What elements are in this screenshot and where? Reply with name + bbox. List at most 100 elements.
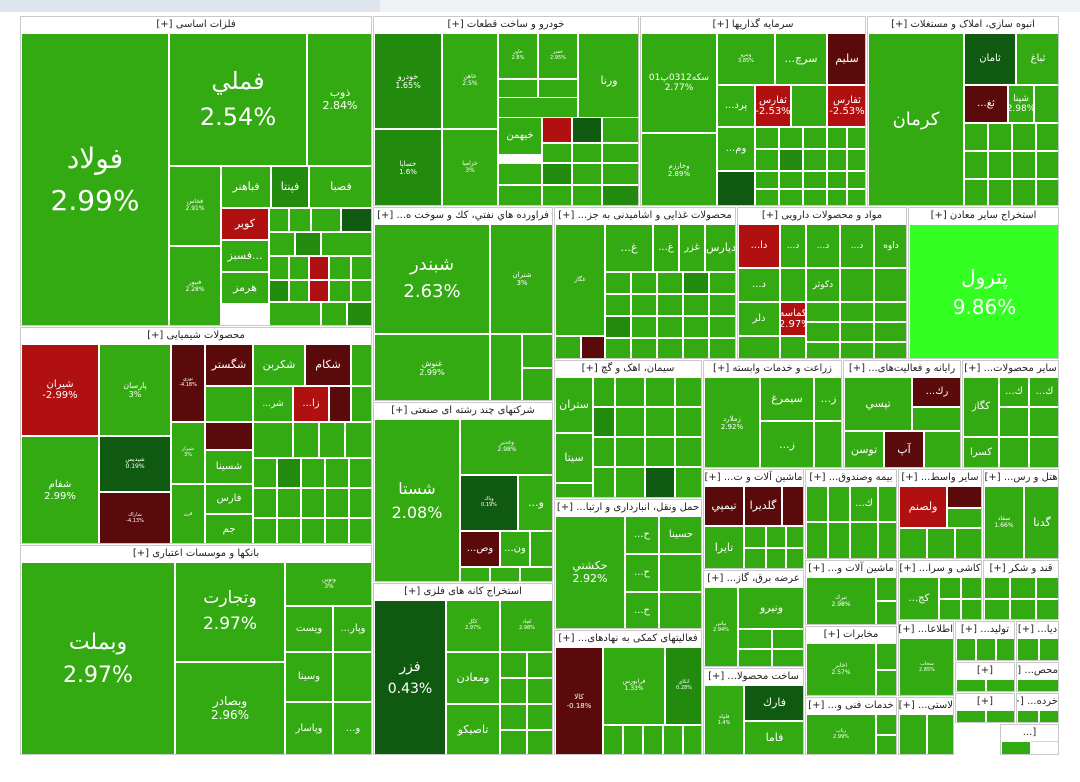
stock-cell[interactable]: ...و — [333, 702, 371, 754]
sector-title[interactable]: حمل ونقل، انبارداری و ارتبا... [+] — [555, 500, 701, 517]
stock-cell[interactable]: وبصادر 2.96% — [175, 662, 285, 754]
stock-cell-unlabeled[interactable] — [269, 256, 289, 280]
sector-chemical[interactable]: محصولات شیمیایی [+] شيران -2.99% شفام 2.99% پ… — [20, 327, 372, 544]
stock-cell-unlabeled[interactable] — [847, 189, 865, 205]
stock-cell[interactable]: ...ك — [999, 377, 1029, 407]
stock-cell-unlabeled[interactable] — [269, 232, 295, 256]
sector-title[interactable]: عرضه برق، گاز... [+] — [704, 571, 803, 588]
stock-cell-unlabeled[interactable] — [520, 567, 552, 581]
sector-title[interactable]: [+] — [956, 694, 1014, 711]
stock-cell-unlabeled[interactable] — [847, 149, 865, 171]
stock-cell[interactable]: فسبز... — [221, 240, 269, 272]
stock-cell[interactable]: توسن — [844, 431, 884, 467]
stock-cell-unlabeled[interactable] — [755, 127, 779, 149]
stock-cell-unlabeled[interactable] — [500, 704, 527, 730]
stock-cell[interactable]: سليم — [827, 33, 865, 85]
stock-cell-unlabeled[interactable] — [311, 208, 341, 232]
stock-cell-unlabeled[interactable] — [527, 704, 552, 730]
stock-cell-unlabeled[interactable] — [827, 127, 847, 149]
stock-cell[interactable]: كگاز — [963, 377, 999, 437]
stock-cell-unlabeled[interactable] — [1039, 710, 1058, 722]
stock-cell-unlabeled[interactable] — [899, 714, 927, 754]
stock-cell-unlabeled[interactable] — [631, 272, 657, 294]
sector-title[interactable]: ماشین آلات و... [+] — [806, 561, 896, 578]
stock-cell-unlabeled[interactable] — [1001, 741, 1031, 754]
stock-cell-unlabeled[interactable] — [333, 652, 371, 702]
stock-cell-unlabeled[interactable] — [876, 735, 896, 754]
sector-production[interactable]: تولید... [+] — [955, 621, 1015, 661]
stock-cell-unlabeled[interactable] — [631, 294, 657, 316]
sector-sm2[interactable]: محص... [+] — [1016, 662, 1059, 692]
stock-cell[interactable]: رتاپ 2.99% — [806, 714, 876, 754]
sector-title[interactable]: محصولات شیمیایی [+] — [21, 328, 371, 345]
stock-cell[interactable]: كسرا — [963, 437, 999, 467]
stock-cell[interactable]: ...ح — [625, 516, 659, 554]
stock-cell[interactable]: فباهنر — [221, 166, 271, 208]
stock-cell[interactable]: ...زا — [293, 386, 329, 422]
sector-info[interactable]: اطلاعا... [+] سخاب 2.85% — [898, 621, 954, 696]
stock-cell[interactable]: بپاس 2.94% — [704, 587, 738, 666]
stock-cell[interactable]: فپنتا — [271, 166, 309, 208]
stock-cell[interactable]: كماسه-2.97% — [780, 302, 806, 336]
stock-cell[interactable]: وبملت 2.97% — [21, 562, 175, 754]
stock-cell-unlabeled[interactable] — [717, 171, 755, 205]
stock-cell-unlabeled[interactable] — [1036, 599, 1058, 619]
stock-cell[interactable]: گلديرا — [744, 486, 782, 526]
stock-cell-unlabeled[interactable] — [766, 526, 786, 548]
sector-machinery[interactable]: ماشین آلات و ت... [+] تيمپي گلديرا تايرا — [703, 469, 804, 569]
stock-cell-unlabeled[interactable] — [631, 338, 657, 358]
stock-cell[interactable]: شگستر — [205, 344, 253, 386]
stock-cell-unlabeled[interactable] — [527, 652, 552, 678]
stock-cell-unlabeled[interactable] — [766, 548, 786, 568]
stock-cell[interactable]: ...ون — [500, 531, 530, 567]
stock-cell-unlabeled[interactable] — [542, 117, 572, 143]
stock-cell-unlabeled[interactable] — [329, 280, 351, 302]
stock-cell[interactable]: خساپا 1.6% — [374, 129, 442, 205]
stock-cell-unlabeled[interactable] — [964, 179, 988, 205]
sector-fintech[interactable]: دیا... [+] — [1016, 621, 1059, 661]
stock-cell-unlabeled[interactable] — [947, 486, 981, 508]
stock-cell[interactable]: شيران -2.99% — [21, 344, 99, 436]
stock-cell-unlabeled[interactable] — [912, 407, 960, 431]
sector-auto[interactable]: خودرو و ساخت قطعات [+] خودرو 1.65% خاهن 2.5%… — [373, 16, 639, 206]
stock-cell[interactable]: خاهن 2.5% — [442, 33, 498, 129]
sector-title[interactable]: انبوه سازی، املاک و مستغلات [+] — [868, 17, 1058, 34]
stock-cell-unlabeled[interactable] — [1036, 577, 1058, 599]
stock-cell-unlabeled[interactable] — [349, 488, 371, 518]
stock-cell-unlabeled[interactable] — [683, 725, 701, 754]
sector-title[interactable]: استخراج سایر معادن [+] — [909, 208, 1058, 225]
stock-cell[interactable]: قرن — [171, 484, 205, 543]
stock-cell-unlabeled[interactable] — [986, 679, 1014, 691]
stock-cell-unlabeled[interactable] — [806, 322, 840, 342]
sector-title[interactable]: محصولات غذایی و اشامیدنی به جز... [+] — [555, 208, 735, 225]
stock-cell-unlabeled[interactable] — [603, 725, 623, 754]
stock-cell-unlabeled[interactable] — [253, 422, 293, 458]
stock-cell[interactable]: ثفارس -2.53% — [827, 85, 865, 127]
stock-cell-unlabeled[interactable] — [572, 117, 602, 143]
stock-cell[interactable]: تپسي — [844, 377, 912, 431]
stock-cell[interactable]: ...ح — [625, 554, 659, 592]
stock-cell-unlabeled[interactable] — [1029, 407, 1058, 437]
sector-title[interactable]: خرده... [+] — [1017, 694, 1058, 711]
stock-cell-unlabeled[interactable] — [500, 730, 527, 754]
stock-cell-unlabeled[interactable] — [659, 592, 701, 628]
stock-cell-unlabeled[interactable] — [827, 171, 847, 189]
stock-cell-unlabeled[interactable] — [345, 422, 371, 458]
stock-cell-unlabeled[interactable] — [709, 338, 735, 358]
stock-cell-unlabeled[interactable] — [840, 302, 874, 322]
stock-cell-unlabeled[interactable] — [351, 280, 371, 302]
stock-cell-unlabeled[interactable] — [498, 163, 542, 185]
stock-cell-unlabeled[interactable] — [803, 189, 827, 205]
stock-cell-unlabeled[interactable] — [755, 171, 779, 189]
stock-cell-unlabeled[interactable] — [675, 407, 701, 437]
stock-cell-unlabeled[interactable] — [964, 151, 988, 179]
stock-cell[interactable]: شبندر 2.63% — [374, 224, 490, 334]
stock-cell-unlabeled[interactable] — [956, 679, 986, 691]
sector-title[interactable]: ساخت محصولا... [+] — [704, 669, 803, 686]
stock-cell-unlabeled[interactable] — [657, 338, 683, 358]
stock-cell-unlabeled[interactable] — [319, 422, 345, 458]
stock-cell[interactable]: ...وم — [717, 127, 755, 171]
stock-cell-unlabeled[interactable] — [876, 577, 896, 601]
stock-cell[interactable]: ...وپار — [333, 606, 371, 652]
sector-sugar[interactable]: قند و شکر [+] — [983, 560, 1059, 620]
